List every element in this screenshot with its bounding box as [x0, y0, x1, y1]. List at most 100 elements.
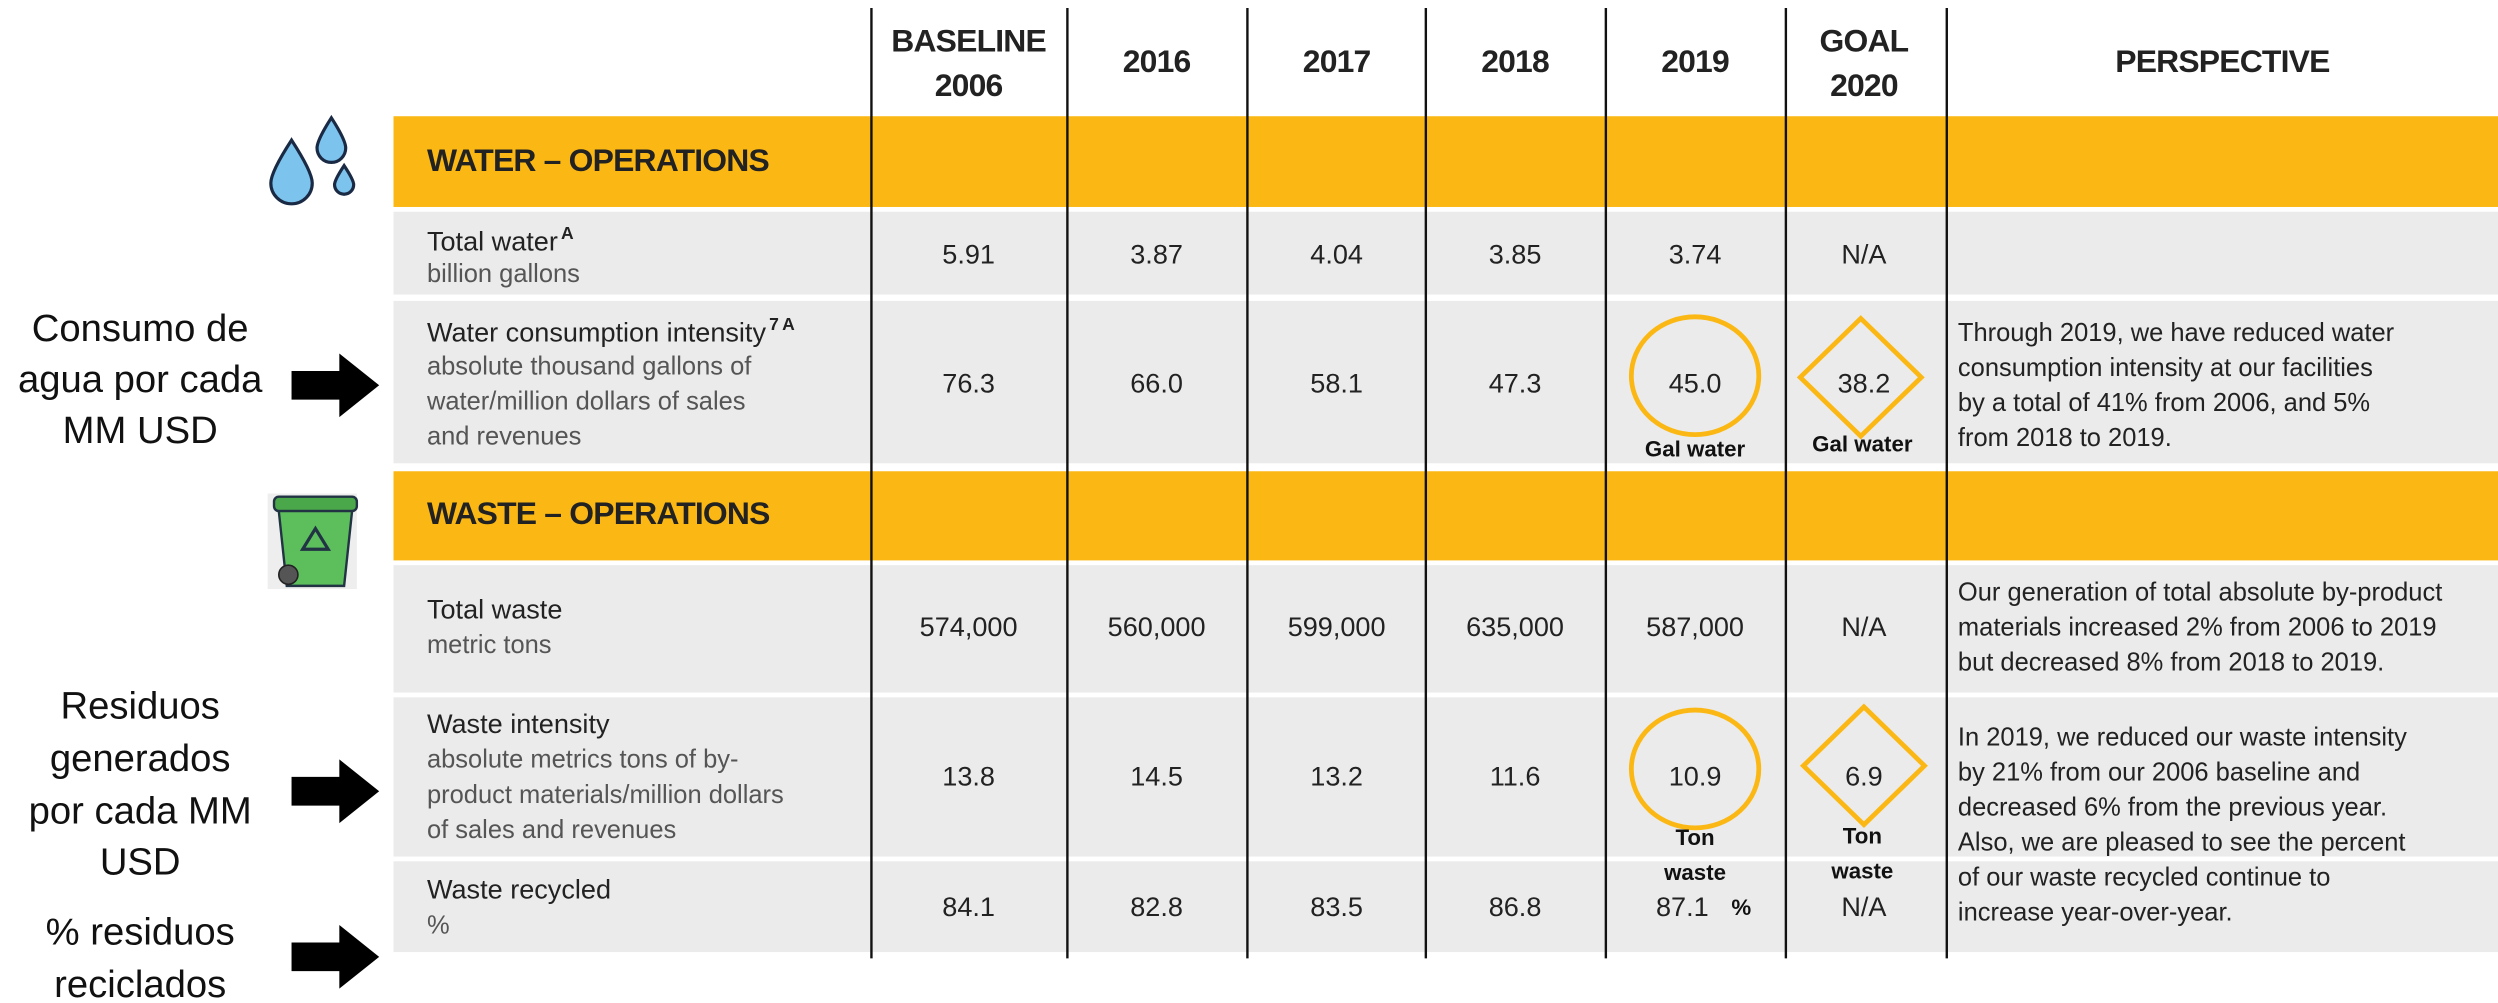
cell-value: 10.9: [1669, 761, 1722, 792]
cell-value: 45.0: [1669, 367, 1722, 398]
section-band: [393, 471, 2498, 561]
cell-value: N/A: [1841, 611, 1886, 642]
side-note: agua por cada: [18, 358, 263, 401]
row-label: Water consumption intensity 7 A: [427, 313, 795, 347]
perspective-text: materials increased 2% from 2006 to 2019: [1958, 614, 2437, 642]
side-note: % residuos: [46, 911, 235, 954]
arrow: [291, 759, 380, 824]
cell-value: 574,000: [920, 611, 1018, 642]
perspective-text: from 2018 to 2019.: [1958, 424, 2172, 452]
highlight-diamond: [1799, 703, 1928, 829]
row-label: Waste intensity: [427, 708, 610, 739]
cell-value: N/A: [1841, 238, 1886, 269]
row-label: Total water A: [427, 223, 574, 257]
column-header: BASELINE: [891, 22, 1046, 58]
row-label-text: Total water: [427, 226, 558, 257]
cell-value: 47.3: [1489, 367, 1542, 398]
highlight-circle: [1628, 314, 1762, 438]
cell-value: 76.3: [942, 367, 995, 398]
column-header: PERSPECTIVE: [2115, 43, 2329, 79]
footnote-mark: A: [561, 223, 574, 243]
row-unit: of sales and revenues: [427, 816, 676, 844]
footnote-mark: 7: [769, 313, 779, 333]
column-header: 2006: [935, 67, 1003, 103]
column-header: 2016: [1123, 43, 1191, 79]
row-band: [393, 697, 2498, 857]
bin-icon: [267, 493, 359, 590]
row-label-text: Water consumption intensity: [427, 316, 767, 347]
cell-value: 560,000: [1108, 611, 1206, 642]
unit-annotation: %: [1731, 895, 1751, 920]
side-note: por cada MM: [29, 790, 252, 833]
cell-value: 38.2: [1838, 367, 1891, 398]
highlight-note: Ton: [1843, 823, 1882, 848]
perspective-text: by 21% from our 2006 baseline and: [1958, 758, 2360, 786]
row-label: Waste recycled: [427, 874, 611, 905]
cell-value: 4.04: [1310, 238, 1363, 269]
row-label-text: Waste intensity: [427, 708, 610, 739]
row-unit: metric tons: [427, 631, 552, 659]
cell-value: 3.74: [1669, 238, 1722, 269]
cell-value: 599,000: [1288, 611, 1386, 642]
perspective-text: Our generation of total absolute by-prod…: [1958, 579, 2442, 607]
side-note: Residuos: [60, 685, 219, 728]
row-unit: water/million dollars of sales: [426, 388, 746, 416]
row-label: Total waste: [427, 594, 562, 625]
highlight-note: Gal water: [1812, 432, 1913, 457]
arrow: [291, 924, 380, 989]
side-note: Consumo de: [32, 307, 249, 350]
cell-value: 82.8: [1130, 891, 1183, 922]
cell-value: 6.9: [1845, 761, 1883, 792]
column-header: GOAL: [1820, 22, 1909, 58]
row-unit: absolute metrics tons of by-: [427, 746, 739, 774]
cell-value: 5.91: [942, 238, 995, 269]
row-band: [393, 211, 2498, 295]
side-note: USD: [100, 841, 181, 884]
highlight-note: Gal water: [1645, 436, 1746, 461]
row-band: [393, 300, 2498, 464]
perspective-text: In 2019, we reduced our waste intensity: [1958, 723, 2407, 751]
cell-value: N/A: [1841, 891, 1886, 922]
cell-value: 3.87: [1130, 238, 1183, 269]
row-unit: billion gallons: [427, 260, 580, 288]
cell-value: 11.6: [1490, 761, 1541, 792]
row-unit: product materials/million dollars: [427, 781, 784, 809]
highlight-note: waste: [1663, 860, 1726, 885]
highlight-circle: [1628, 707, 1762, 831]
column-header: 2017: [1303, 43, 1371, 79]
perspective-text: but decreased 8% from 2018 to 2019.: [1958, 649, 2384, 677]
cell-value: 86.8: [1489, 891, 1542, 922]
perspective-text: by a total of 41% from 2006, and 5%: [1958, 389, 2370, 417]
row-unit: %: [427, 911, 450, 939]
cell-value: 66.0: [1130, 367, 1183, 398]
row-unit: and revenues: [427, 423, 581, 451]
row-band: [393, 861, 2498, 953]
row-label-text: Waste recycled: [427, 874, 611, 905]
row-band: [393, 565, 2498, 693]
section-band: [393, 116, 2498, 207]
column-header: 2019: [1661, 43, 1729, 79]
highlight-note: Ton: [1675, 825, 1714, 850]
arrow: [291, 353, 380, 418]
cell-value: 58.1: [1310, 367, 1363, 398]
cell-value: 13.8: [942, 761, 995, 792]
section-title: WASTE – OPERATIONS: [427, 495, 770, 531]
highlight-note: waste: [1830, 858, 1893, 883]
perspective-text: Also, we are pleased to see the percent: [1958, 829, 2406, 857]
section-title: WATER – OPERATIONS: [427, 142, 769, 178]
cell-value: 87.1: [1656, 891, 1709, 922]
row-label-text: Total waste: [427, 594, 562, 625]
perspective-text: decreased 6% from the previous year.: [1958, 794, 2387, 822]
row-unit: absolute thousand gallons of: [427, 353, 752, 381]
perspective-text: of our waste recycled continue to: [1958, 864, 2330, 892]
cell-value: 14.5: [1130, 761, 1183, 792]
side-note: reciclados: [54, 963, 226, 1003]
cell-value: 83.5: [1310, 891, 1363, 922]
column-header: 2020: [1830, 67, 1898, 103]
perspective-text: consumption intensity at our facilities: [1958, 354, 2373, 382]
perspective-text: Through 2019, we have reduced water: [1958, 319, 2395, 347]
cell-value: 587,000: [1646, 611, 1744, 642]
cell-value: 13.2: [1310, 761, 1363, 792]
